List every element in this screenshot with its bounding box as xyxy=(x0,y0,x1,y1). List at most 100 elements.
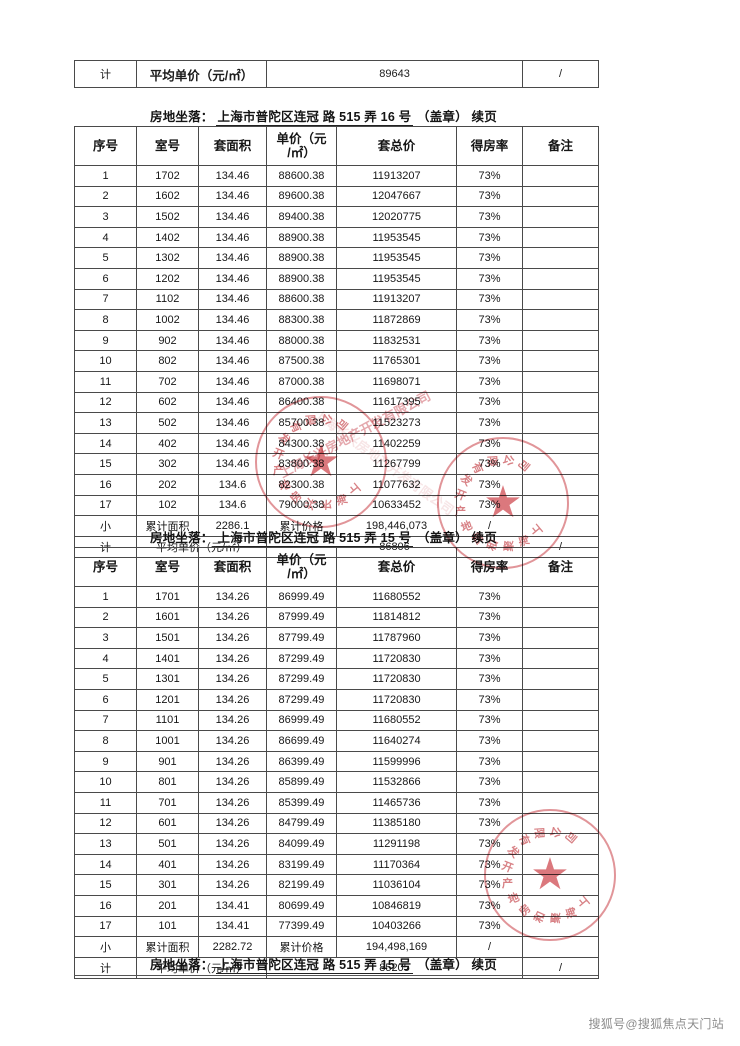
caption-continued-2: 续页 xyxy=(471,531,497,545)
cell-unit-price: 84099.49 xyxy=(266,833,337,855)
summary-note xyxy=(522,936,599,959)
cell-total-price: 11832531 xyxy=(336,329,457,352)
summary-label-average-unit-price: 平均单价（元/㎡） xyxy=(136,957,267,980)
cell-index: 1 xyxy=(74,586,137,608)
section-table-2-foot: 小累计面积 2282.72 累计价格 194,498,169/计平均单价（元/㎡） 85… xyxy=(74,936,599,980)
table-row: 16 202 134.6 82300.38 11077632 73% xyxy=(74,473,599,496)
cell-room: 602 xyxy=(136,391,199,414)
summary-value-cumulative-price: 194,498,169 xyxy=(336,936,457,959)
cell-unit-price: 86999.49 xyxy=(266,586,337,608)
cell-area: 134.26 xyxy=(198,647,267,670)
cell-index: 15 xyxy=(74,453,137,475)
cell-unit-price: 88600.38 xyxy=(266,165,337,187)
cell-room: 1202 xyxy=(136,267,199,290)
cell-note xyxy=(522,288,599,311)
section-table-1-body: 1 1702 134.46 88600.38 11913207 73% 2 1602 134.4… xyxy=(74,165,599,517)
cell-index: 16 xyxy=(74,473,137,496)
caption-lead-2: 房地坐落： xyxy=(150,531,214,545)
cell-index: 5 xyxy=(74,668,137,690)
cell-total-price: 11953545 xyxy=(336,226,457,249)
cell-total-price: 11953545 xyxy=(336,267,457,290)
cell-note xyxy=(522,267,599,290)
cell-index: 9 xyxy=(74,750,137,773)
cell-room: 1702 xyxy=(136,165,199,187)
cell-index: 17 xyxy=(74,494,137,517)
col-header-room: 室号 xyxy=(136,126,199,166)
caption-address-1: 上海市普陀区连冠 路 515 弄 16 号 xyxy=(215,110,414,126)
cell-note xyxy=(522,750,599,773)
watermark-text: 搜狐号@搜狐焦点天门站 xyxy=(588,1017,724,1031)
cell-total-price: 11680552 xyxy=(336,709,457,732)
col-header-rate: 得房率 xyxy=(456,126,523,166)
cell-note xyxy=(522,206,599,228)
cell-note xyxy=(522,586,599,608)
table-row: 10 801 134.26 85899.49 11532866 73% xyxy=(74,771,599,793)
col-header-index: 序号 xyxy=(74,126,137,166)
cell-room: 1401 xyxy=(136,647,199,670)
cell-note xyxy=(522,226,599,249)
cell-note xyxy=(522,894,599,917)
cell-room: 801 xyxy=(136,771,199,793)
top-metric-label: 平均单价（元/㎡） xyxy=(135,60,268,88)
cell-note xyxy=(522,853,599,876)
cell-total-price: 11814812 xyxy=(336,606,457,629)
cell-area: 134.46 xyxy=(198,226,267,249)
cell-rate: 73% xyxy=(456,894,523,917)
table-row: 15 302 134.46 83800.38 11267799 73% xyxy=(74,453,599,475)
cell-rate: 73% xyxy=(456,494,523,517)
cell-room: 1501 xyxy=(136,627,199,649)
col-header-total-price: 套总价 xyxy=(336,547,457,587)
cell-unit-price: 88300.38 xyxy=(266,309,337,331)
table-row: 1 1701 134.26 86999.49 11680552 73% xyxy=(74,586,599,608)
cell-room: 1101 xyxy=(136,709,199,732)
table-row: 13 501 134.26 84099.49 11291198 73% xyxy=(74,833,599,855)
cell-total-price: 11617395 xyxy=(336,391,457,414)
cell-rate: 73% xyxy=(456,915,523,938)
cell-unit-price: 87799.49 xyxy=(266,627,337,649)
top-slash: / xyxy=(522,60,600,88)
cell-area: 134.26 xyxy=(198,586,267,608)
cell-rate: 73% xyxy=(456,288,523,311)
col-header-unit-price: 单价（元 /㎡） xyxy=(266,547,337,587)
cell-rate: 73% xyxy=(456,226,523,249)
cell-total-price: 11077632 xyxy=(336,473,457,496)
cell-index: 10 xyxy=(74,771,137,793)
cell-unit-price: 87500.38 xyxy=(266,350,337,372)
cell-index: 8 xyxy=(74,730,137,752)
cell-index: 13 xyxy=(74,833,137,855)
cell-area: 134.26 xyxy=(198,791,267,814)
cell-area: 134.26 xyxy=(198,874,267,896)
table-row: 15 301 134.26 82199.49 11036104 73% xyxy=(74,874,599,896)
cell-unit-price: 77399.49 xyxy=(266,915,337,938)
cell-total-price: 11698071 xyxy=(336,370,457,393)
cell-rate: 73% xyxy=(456,668,523,690)
cell-unit-price: 84799.49 xyxy=(266,812,337,835)
table-row: 1 1702 134.46 88600.38 11913207 73% xyxy=(74,165,599,187)
table-row: 9 902 134.46 88000.38 11832531 73% xyxy=(74,329,599,352)
cell-note xyxy=(522,412,599,434)
cell-area: 134.46 xyxy=(198,165,267,187)
cell-area: 134.46 xyxy=(198,453,267,475)
cell-note xyxy=(522,165,599,187)
cell-note xyxy=(522,606,599,629)
cell-unit-price: 85700.38 xyxy=(266,412,337,434)
footer-caption-sealnote: （盖章） xyxy=(417,958,468,972)
cell-total-price: 11720830 xyxy=(336,688,457,711)
cell-rate: 73% xyxy=(456,709,523,732)
cell-area: 134.26 xyxy=(198,750,267,773)
cell-rate: 73% xyxy=(456,329,523,352)
cell-room: 1001 xyxy=(136,730,199,752)
cell-index: 14 xyxy=(74,853,137,876)
cell-total-price: 11680552 xyxy=(336,586,457,608)
cell-unit-price: 87999.49 xyxy=(266,606,337,629)
cell-area: 134.26 xyxy=(198,771,267,793)
cell-rate: 73% xyxy=(456,586,523,608)
cell-room: 401 xyxy=(136,853,199,876)
cell-room: 1701 xyxy=(136,586,199,608)
cell-rate: 73% xyxy=(456,874,523,896)
cell-unit-price: 89400.38 xyxy=(266,206,337,228)
cell-note xyxy=(522,668,599,690)
cell-index: 13 xyxy=(74,412,137,434)
cell-rate: 73% xyxy=(456,473,523,496)
